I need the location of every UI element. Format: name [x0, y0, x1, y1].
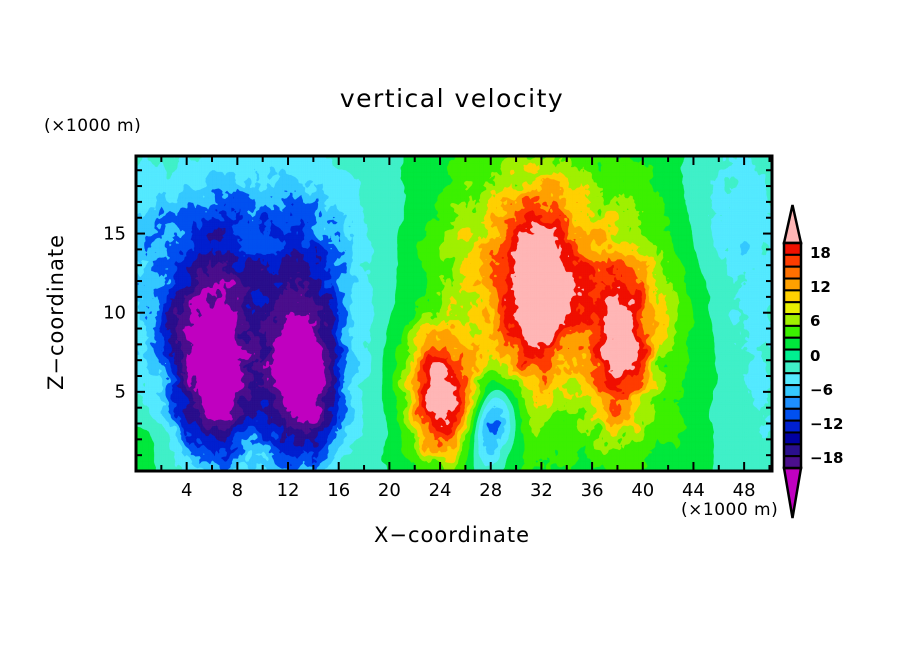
x-tick-label: 12 — [277, 480, 300, 501]
colorbar-tick-label: 18 — [810, 244, 831, 262]
colorbar-tick-label: −18 — [810, 449, 843, 467]
x-tick-label: 20 — [378, 480, 401, 501]
colorbar-tick-label: −6 — [810, 381, 833, 399]
x-tick-label: 44 — [682, 480, 705, 501]
x-tick-label: 28 — [479, 480, 502, 501]
x-tick-label: 16 — [327, 480, 350, 501]
x-tick-label: 40 — [631, 480, 654, 501]
y-tick-label: 5 — [82, 381, 126, 402]
y-tick-label: 10 — [82, 302, 126, 323]
colorbar-tick-label: 12 — [810, 278, 831, 296]
x-tick-label: 4 — [181, 480, 192, 501]
x-tick-label: 36 — [581, 480, 604, 501]
x-tick-label: 32 — [530, 480, 553, 501]
colorbar-tick-label: 6 — [810, 312, 820, 330]
x-tick-label: 8 — [232, 480, 243, 501]
x-tick-label: 48 — [733, 480, 756, 501]
colorbar-tick-label: −12 — [810, 415, 843, 433]
colorbar-tick-label: 0 — [810, 347, 820, 365]
x-tick-label: 24 — [429, 480, 452, 501]
y-tick-label: 15 — [82, 223, 126, 244]
